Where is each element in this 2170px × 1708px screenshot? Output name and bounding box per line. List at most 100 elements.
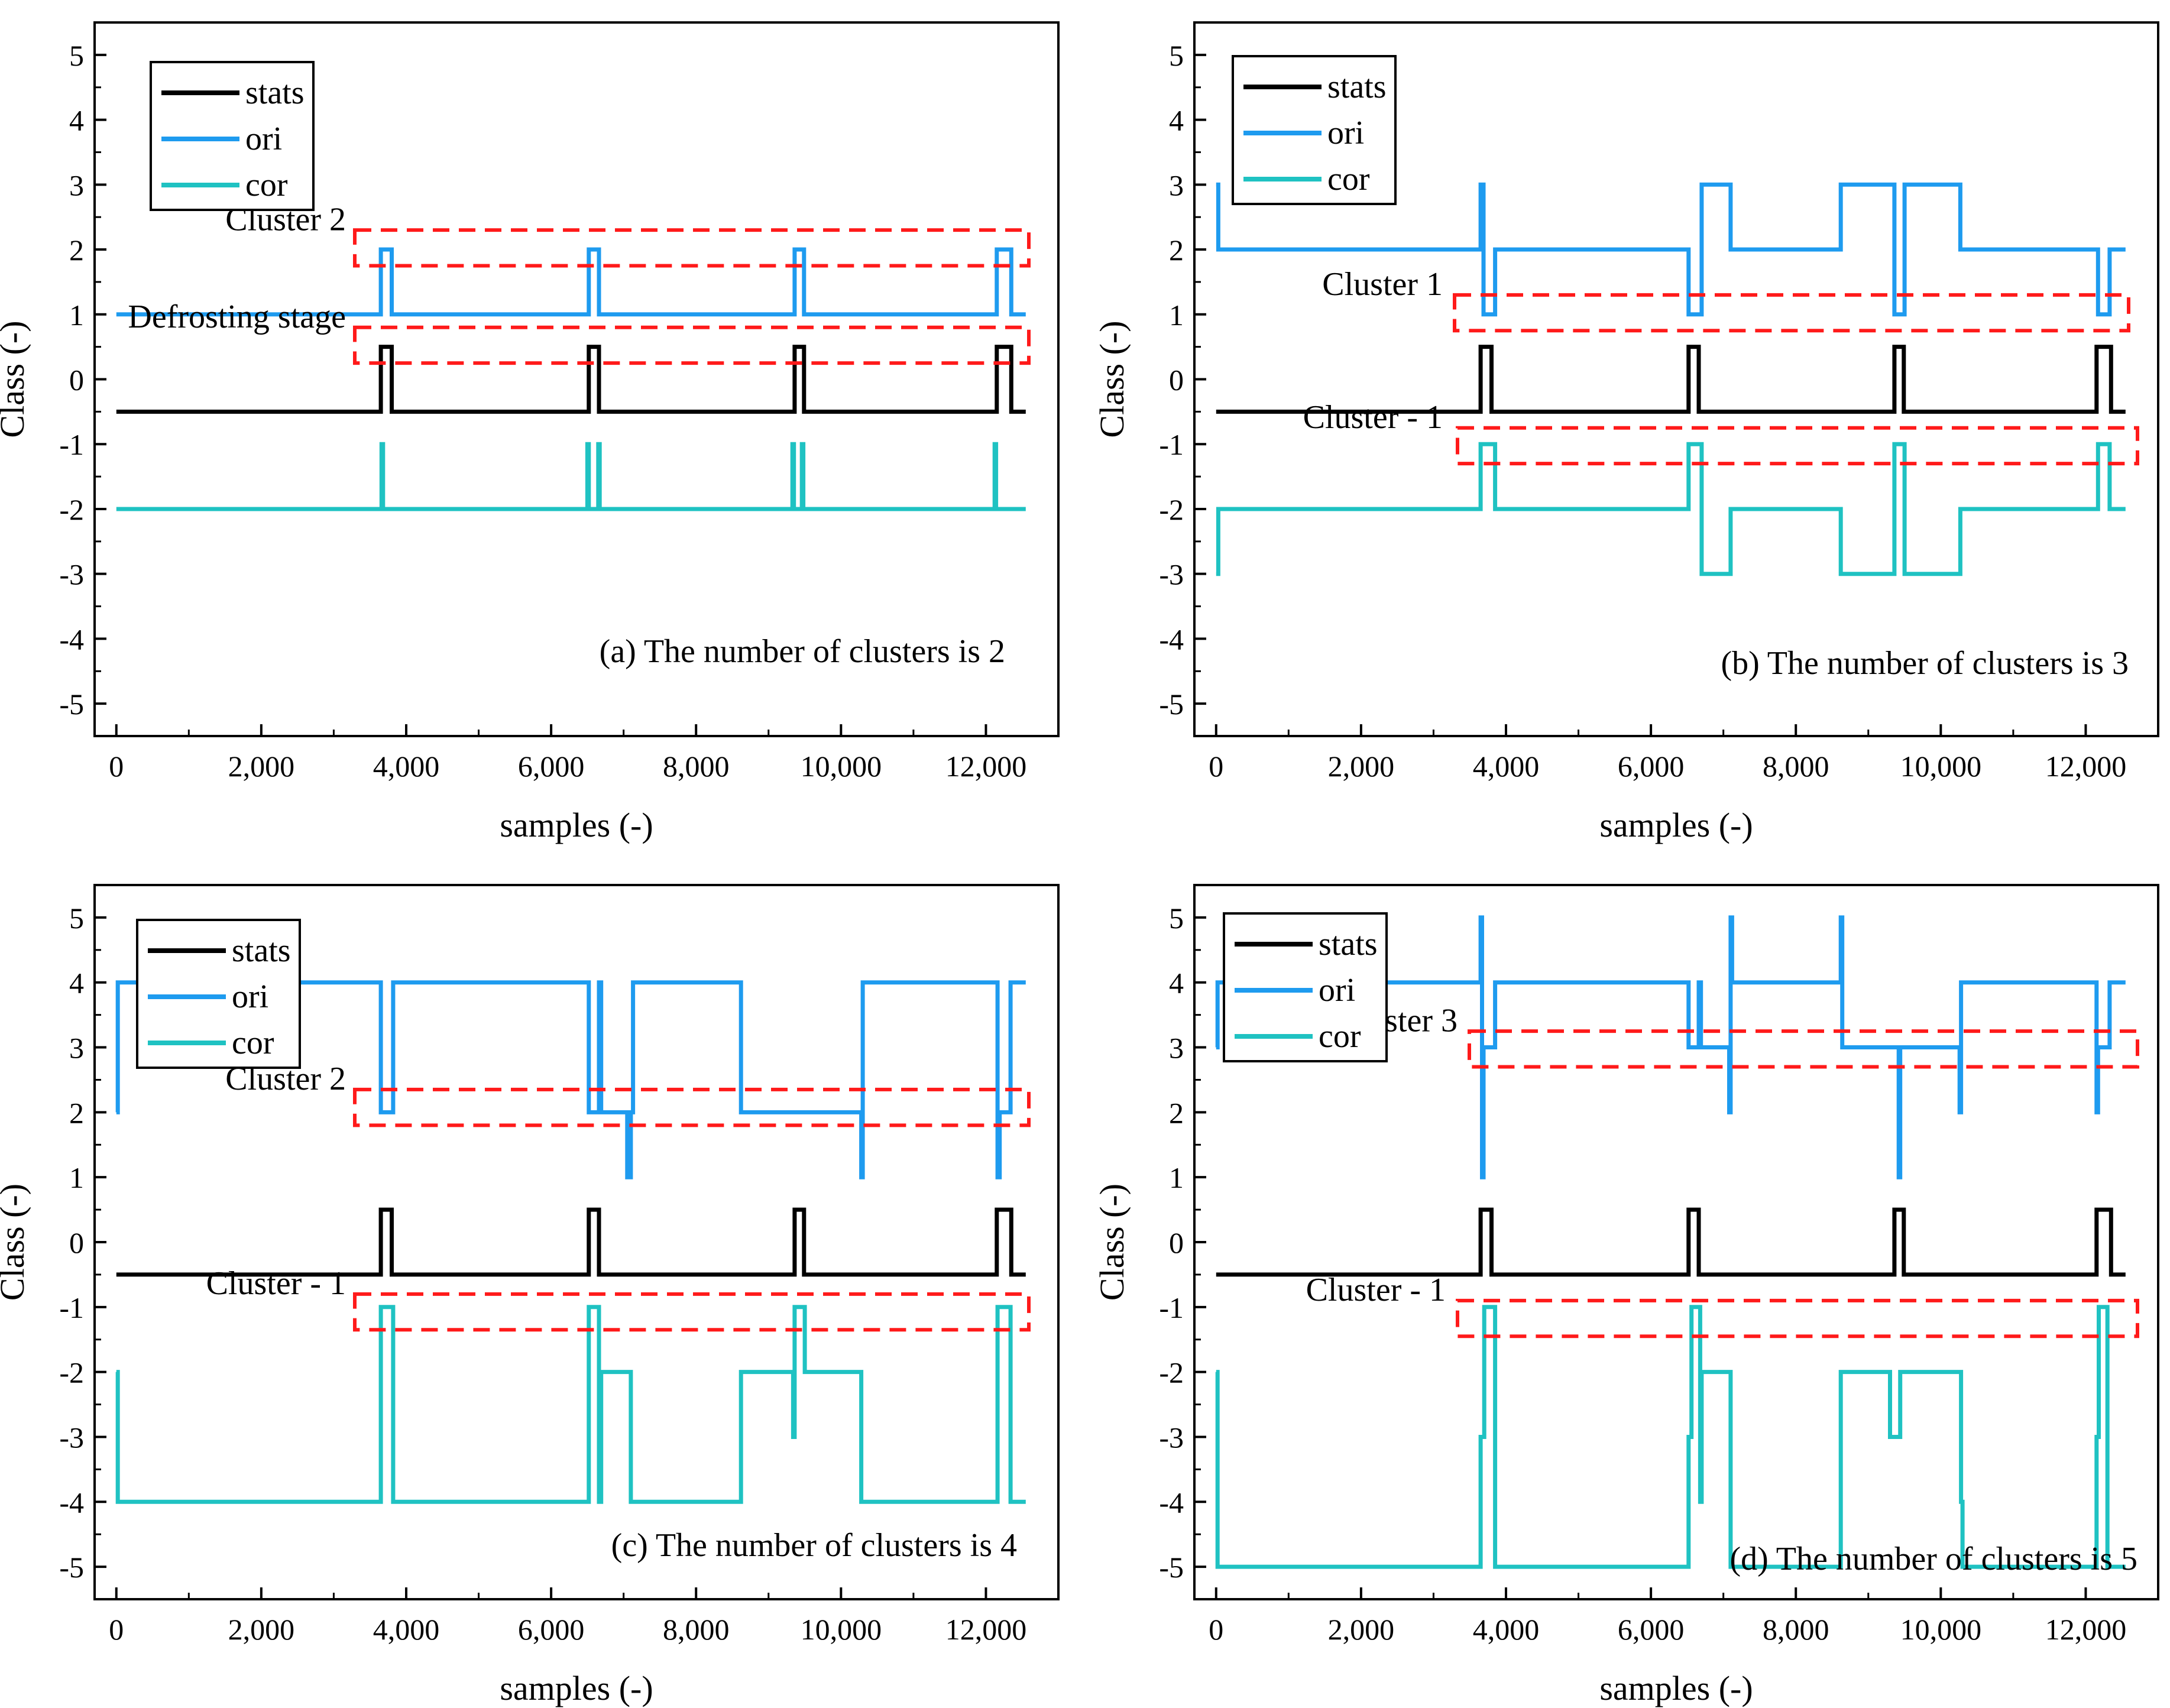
x-tick-label: 6,000 [518, 750, 585, 783]
legend-label-cor: cor [232, 1025, 274, 1061]
series-line-ori [116, 247, 1026, 317]
x-tick-label: 8,000 [663, 750, 730, 783]
y-tick-label: -2 [59, 493, 84, 526]
y-tick-label: 4 [69, 967, 84, 1000]
x-tick-label: 4,000 [373, 1613, 440, 1646]
chart-caption: (d) The number of clusters is 5 [1730, 1541, 2137, 1577]
annotation-label: Cluster - 1 [1303, 399, 1443, 436]
y-tick-label: 1 [69, 299, 84, 332]
y-tick-label: -4 [1159, 623, 1184, 656]
series-line-cor [1215, 1305, 2126, 1569]
y-axis-label: Class (-) [1093, 1184, 1131, 1301]
legend: stats ori cor [1232, 55, 1397, 205]
x-tick-label: 2,000 [1328, 750, 1395, 783]
x-tick-label: 4,000 [1473, 1613, 1540, 1646]
y-tick-label: 3 [1169, 1032, 1184, 1065]
y-tick-label: 2 [1169, 1096, 1184, 1129]
y-tick-label: -1 [1159, 1291, 1184, 1324]
legend-label-stats: stats [245, 74, 305, 111]
y-tick-label: -1 [59, 1291, 84, 1324]
series-line-ori [1216, 182, 2126, 317]
x-tick-label: 12,000 [2045, 1613, 2127, 1646]
x-tick-label: 4,000 [373, 750, 440, 783]
x-tick-label: 8,000 [663, 1613, 730, 1646]
y-tick-label: 2 [69, 234, 84, 267]
legend-label-ori: ori [1319, 972, 1355, 1009]
annotation-box [1453, 293, 2130, 333]
y-tick-label: 3 [69, 168, 84, 202]
legend: stats ori cor [150, 61, 315, 211]
x-tick-label: 0 [109, 750, 124, 783]
y-axis-label: Class (-) [0, 1184, 31, 1301]
y-tick-label: 0 [1169, 1226, 1184, 1259]
y-tick-label: -5 [1159, 688, 1184, 721]
y-tick-label: 0 [69, 1226, 84, 1259]
legend-label-ori: ori [245, 121, 282, 157]
series-line-cor [116, 442, 1026, 511]
y-tick-label: 0 [69, 364, 84, 397]
legend-label-cor: cor [245, 167, 288, 203]
y-tick-label: 4 [69, 104, 84, 137]
y-tick-label: 5 [69, 39, 84, 72]
x-axis-label: samples (-) [1599, 1669, 1753, 1707]
y-tick-label: 0 [1169, 364, 1184, 397]
chart-caption: (c) The number of clusters is 4 [611, 1527, 1017, 1564]
legend-label-cor: cor [1319, 1018, 1361, 1055]
x-tick-label: 2,000 [1328, 1613, 1395, 1646]
y-axis-label: Class (-) [0, 320, 31, 437]
annotation-box [353, 228, 1031, 268]
y-tick-label: 3 [69, 1032, 84, 1065]
y-tick-label: -2 [1159, 1356, 1184, 1389]
legend-label-stats: stats [1327, 69, 1387, 105]
y-tick-label: 5 [69, 902, 84, 935]
x-tick-label: 8,000 [1763, 750, 1829, 783]
y-tick-label: 2 [69, 1096, 84, 1129]
series-line-cor [1216, 442, 2126, 576]
y-tick-label: -3 [1159, 558, 1184, 591]
annotation-box [353, 1087, 1031, 1127]
x-tick-label: 0 [1209, 750, 1223, 783]
x-tick-label: 10,000 [1900, 750, 1982, 783]
chart-panel-2: Cluster 1 Cluster - 1 -5 -4 -3 -2 -1 0 1 2 3 4 5 0 2,0… [1093, 21, 2159, 844]
y-tick-label: -2 [59, 1356, 84, 1389]
x-tick-label: 0 [109, 1613, 124, 1646]
x-axis-label: samples (-) [1599, 806, 1753, 844]
legend-label-stats: stats [1319, 926, 1378, 962]
annotation-box [353, 1292, 1031, 1332]
x-tick-label: 2,000 [228, 1613, 295, 1646]
series-line-stats [1216, 345, 2126, 414]
x-axis-label: samples (-) [500, 806, 653, 844]
series-line-ori [1215, 915, 2126, 1179]
annotation-box [1468, 1029, 2139, 1069]
series-line-cor [115, 1305, 1026, 1504]
x-tick-label: 6,000 [518, 1613, 585, 1646]
y-tick-label: -4 [59, 1486, 84, 1519]
y-tick-label: 1 [69, 1161, 84, 1194]
y-tick-label: -5 [59, 688, 84, 721]
x-tick-label: 6,000 [1618, 1613, 1685, 1646]
legend-label-cor: cor [1327, 161, 1370, 197]
legend: stats ori cor [1223, 912, 1388, 1062]
y-tick-label: -2 [1159, 493, 1184, 526]
legend-label-ori: ori [1327, 115, 1364, 151]
series-line-stats [116, 345, 1026, 414]
x-tick-label: 10,000 [801, 750, 882, 783]
y-tick-label: 1 [1169, 299, 1184, 332]
legend: stats ori cor [136, 919, 301, 1069]
legend-label-ori: ori [232, 978, 268, 1015]
x-tick-label: 10,000 [801, 1613, 882, 1646]
y-tick-label: -3 [59, 558, 84, 591]
y-tick-label: 3 [1169, 168, 1184, 202]
x-tick-label: 2,000 [228, 750, 295, 783]
chart-caption: (b) The number of clusters is 3 [1721, 645, 2129, 682]
y-tick-label: -1 [59, 428, 84, 461]
chart-caption: (a) The number of clusters is 2 [600, 633, 1005, 670]
x-tick-label: 10,000 [1900, 1613, 1982, 1646]
y-tick-label: 1 [1169, 1161, 1184, 1194]
x-tick-label: 4,000 [1473, 750, 1540, 783]
y-tick-label: -1 [1159, 428, 1184, 461]
x-tick-label: 12,000 [945, 1613, 1027, 1646]
